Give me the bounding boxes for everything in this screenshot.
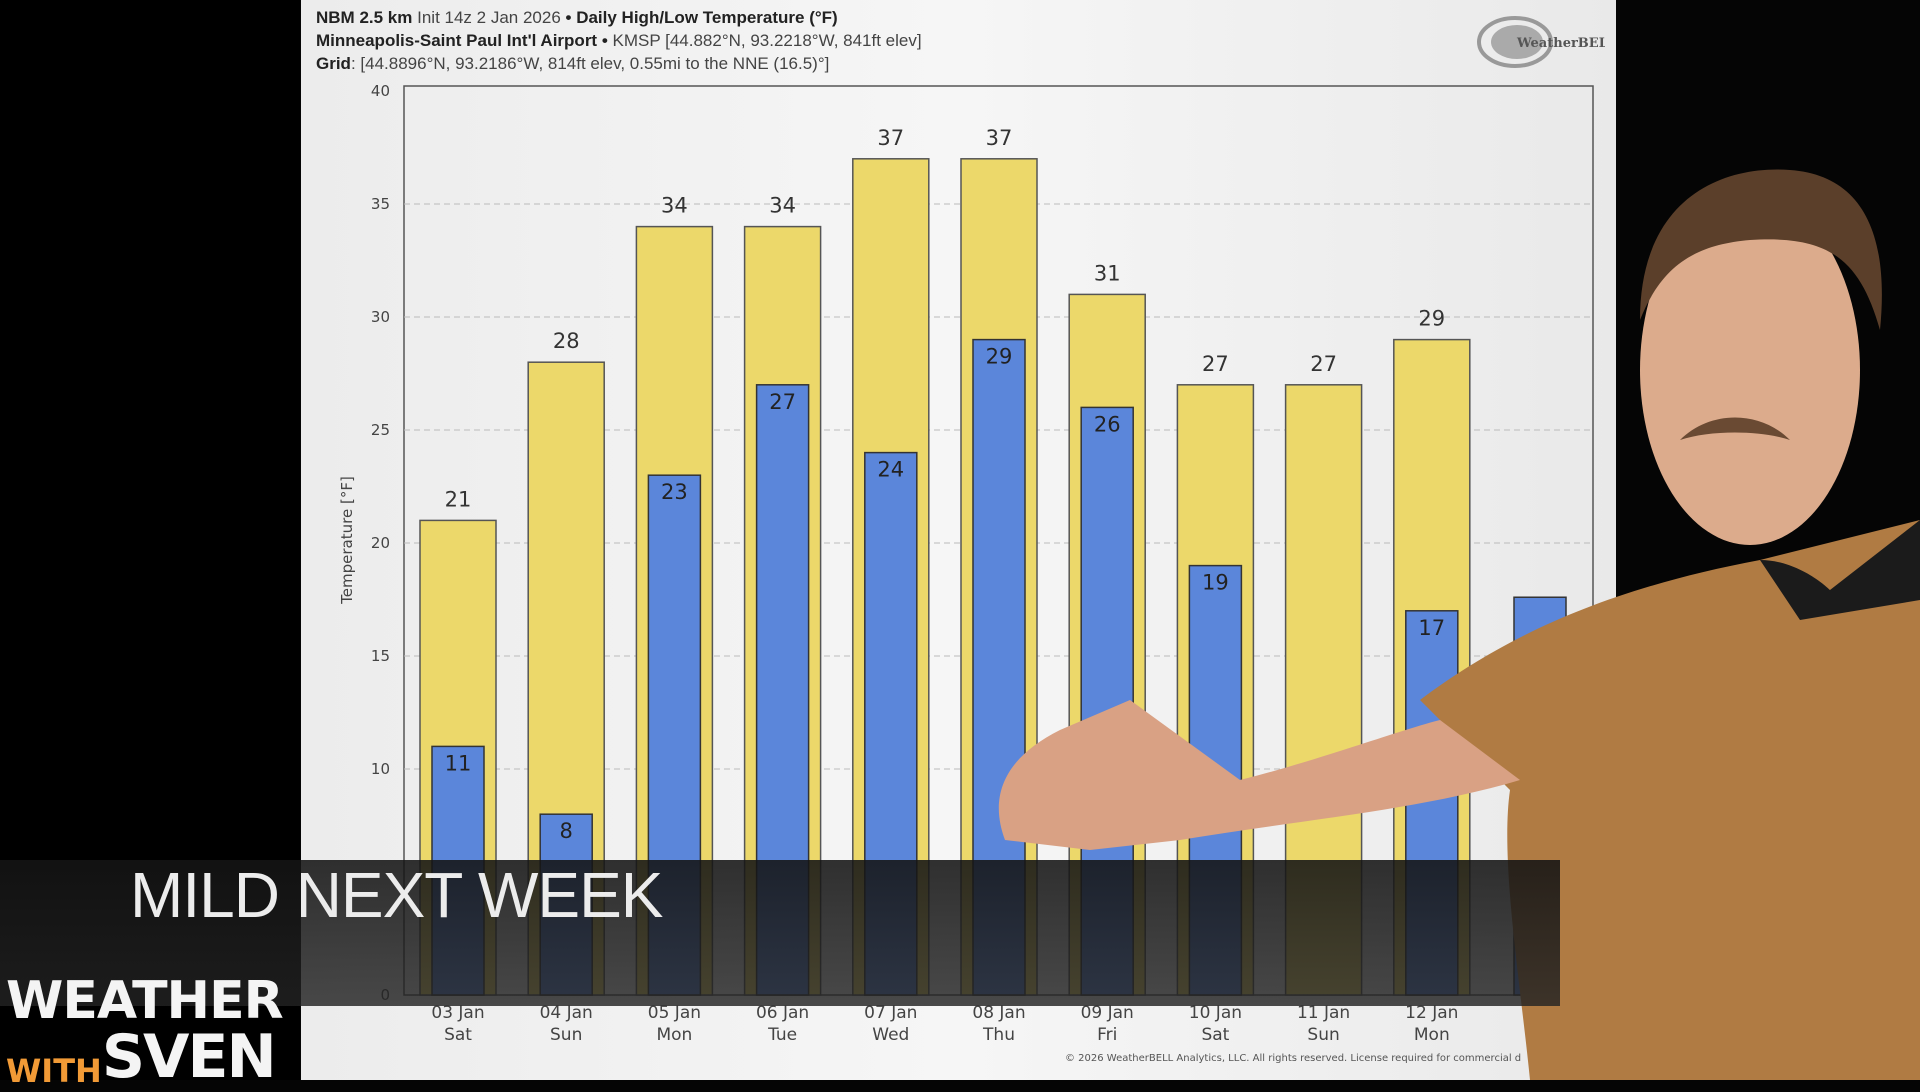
logo-sven: SVEN: [101, 1022, 277, 1092]
chart-title: Daily High/Low Temperature (°F): [576, 8, 838, 27]
weather-with-sven-logo: WEATHER WITHSVEN: [6, 971, 284, 1090]
model-name: NBM 2.5 km: [316, 8, 413, 27]
x-tick-date: 12 Jan: [1405, 1003, 1458, 1023]
high-temp-label: 28: [553, 329, 580, 353]
x-tick-date: 07 Jan: [864, 1003, 917, 1023]
high-temp-label: 34: [769, 194, 796, 218]
y-tick-label: 30: [371, 308, 390, 326]
weatherbell-logo: WeatherBELL: [1477, 16, 1605, 68]
x-tick-weekday: Fri: [1097, 1025, 1117, 1045]
x-tick-date: 09 Jan: [1081, 1003, 1134, 1023]
weatherbell-logo-text: WeatherBELL: [1516, 36, 1605, 51]
x-tick-date: 04 Jan: [540, 1003, 593, 1023]
low-temp-label: 23: [661, 480, 688, 504]
high-temp-label: 27: [1310, 352, 1337, 376]
low-temp-label: 19: [1202, 571, 1229, 595]
low-temp-label: 27: [769, 390, 796, 414]
x-tick-weekday: Sun: [1307, 1025, 1339, 1045]
high-temp-label: 31: [1094, 261, 1121, 285]
high-temp-label: 29: [1418, 307, 1445, 331]
low-temp-label: 29: [986, 345, 1013, 369]
high-temp-label: 37: [877, 126, 904, 150]
y-tick-label: 25: [371, 421, 390, 439]
x-tick-date: 10 Jan: [1189, 1003, 1242, 1023]
high-temp-label: 21: [445, 487, 472, 511]
low-temp-label: 11: [445, 751, 472, 775]
presenter-head: [1640, 195, 1860, 545]
header-line-1: NBM 2.5 km Init 14z 2 Jan 2026 • Daily H…: [316, 8, 838, 28]
separator: •: [601, 31, 608, 50]
x-tick-date: 11 Jan: [1297, 1003, 1350, 1023]
header-line-3: Grid: [44.8896°N, 93.2186°W, 814ft elev,…: [316, 54, 829, 74]
y-tick-label: 35: [371, 195, 390, 213]
high-temp-label: 34: [661, 194, 688, 218]
logo-weather: WEATHER: [6, 971, 284, 1031]
y-axis-label: Temperature [°F]: [338, 476, 356, 605]
x-tick-weekday: Sun: [550, 1025, 582, 1045]
lower-third-banner: [0, 860, 1560, 1006]
x-tick-weekday: Mon: [656, 1025, 692, 1045]
y-tick-label: 40: [371, 82, 390, 100]
x-tick-date: 03 Jan: [431, 1003, 484, 1023]
x-tick-weekday: Tue: [767, 1025, 797, 1045]
grid-info: : [44.8896°N, 93.2186°W, 814ft elev, 0.5…: [350, 54, 830, 73]
x-tick-weekday: Sat: [1201, 1025, 1229, 1045]
grid-label: Grid: [316, 54, 351, 73]
station-name: Minneapolis-Saint Paul Int'l Airport: [316, 31, 598, 50]
station-coords: KMSP [44.882°N, 93.2218°W, 841ft elev]: [612, 31, 922, 50]
low-temp-label: 26: [1094, 412, 1121, 436]
x-tick-weekday: Wed: [872, 1025, 909, 1045]
init-time: Init 14z 2 Jan 2026: [417, 8, 561, 27]
x-tick-date: 08 Jan: [972, 1003, 1025, 1023]
logo-with: WITH: [6, 1052, 102, 1090]
low-temp-label: 8: [560, 819, 573, 843]
high-temp-label: 27: [1202, 352, 1229, 376]
header-line-2: Minneapolis-Saint Paul Int'l Airport • K…: [316, 31, 922, 51]
low-temp-label: 17: [1418, 616, 1445, 640]
x-tick-weekday: Thu: [982, 1025, 1015, 1045]
x-tick-date: 06 Jan: [756, 1003, 809, 1023]
presenter-arm: [998, 700, 1520, 850]
high-temp-label: 37: [986, 126, 1013, 150]
x-tick-weekday: Sat: [444, 1025, 472, 1045]
banner-title: MILD NEXT WEEK: [130, 859, 663, 931]
presenter-hair: [1640, 169, 1882, 330]
y-tick-label: 10: [371, 760, 390, 778]
y-tick-label: 15: [371, 647, 390, 665]
copyright: © 2026 WeatherBELL Analytics, LLC. All r…: [1065, 1053, 1522, 1064]
separator: •: [565, 8, 572, 27]
x-tick-weekday: Mon: [1414, 1025, 1450, 1045]
presenter-collar: [1760, 520, 1920, 620]
x-tick-date: 05 Jan: [648, 1003, 701, 1023]
presenter-mustache: [1680, 417, 1790, 440]
y-tick-label: 20: [371, 534, 390, 552]
low-temp-label: 24: [877, 458, 904, 482]
